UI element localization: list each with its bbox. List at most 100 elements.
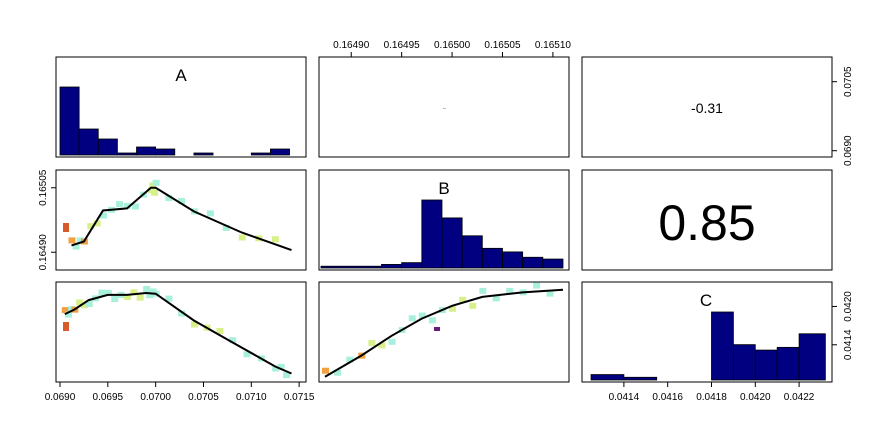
histogram-bar-B bbox=[441, 217, 463, 269]
density-cell bbox=[80, 302, 88, 309]
density-cell bbox=[434, 327, 440, 331]
density-cell bbox=[76, 299, 84, 306]
density-cell bbox=[85, 301, 93, 308]
density-cell bbox=[428, 317, 436, 324]
density-cell bbox=[378, 342, 386, 349]
tick-label: 0.0420 bbox=[740, 392, 771, 403]
histogram-bar-A bbox=[78, 128, 99, 156]
density-cell bbox=[277, 363, 285, 370]
tick-label: 0.0418 bbox=[696, 392, 727, 403]
density-cell bbox=[146, 292, 154, 299]
histogram-bar-B bbox=[381, 264, 403, 269]
tick-label: 0.16490 bbox=[333, 40, 370, 51]
density-cell bbox=[123, 202, 131, 209]
tick-label: 0.0690 bbox=[843, 135, 854, 166]
density-cell bbox=[76, 237, 84, 244]
tick-label: 0.0700 bbox=[140, 392, 171, 403]
tick-label: 0.0705 bbox=[188, 392, 219, 403]
histogram-bar-B bbox=[481, 247, 503, 269]
density-cell bbox=[368, 340, 376, 347]
density-cell bbox=[63, 223, 69, 232]
histogram-bar-B bbox=[522, 256, 544, 269]
density-cell bbox=[546, 290, 554, 297]
density-cell bbox=[272, 365, 280, 372]
smoother-lines bbox=[64, 186, 564, 378]
density-cell bbox=[111, 295, 119, 302]
tick-label: 0.0416 bbox=[652, 392, 683, 403]
panel-frame-A-A bbox=[55, 56, 307, 158]
density-cell bbox=[165, 195, 173, 202]
tick-label: 0.0715 bbox=[284, 392, 315, 403]
histogram-bar-A bbox=[116, 152, 137, 156]
density-cell bbox=[229, 337, 237, 344]
density-cell bbox=[178, 310, 186, 317]
density-cell bbox=[469, 302, 477, 309]
density-cell bbox=[152, 179, 160, 186]
histogram-bar-B bbox=[502, 251, 524, 269]
density-cell bbox=[123, 293, 131, 300]
panel-frame-B-C bbox=[581, 169, 833, 271]
density-cell bbox=[104, 289, 112, 296]
tick-label: 0.16495 bbox=[384, 40, 421, 51]
density-cell bbox=[334, 369, 342, 376]
histogram-bar-C bbox=[798, 333, 826, 381]
histogram-bar-B bbox=[320, 265, 382, 269]
density-cell bbox=[283, 372, 291, 379]
density-cell bbox=[449, 305, 457, 312]
density-cell bbox=[143, 286, 151, 293]
density-cell bbox=[115, 201, 123, 208]
histogram-bar-B bbox=[542, 258, 564, 269]
density-cell bbox=[222, 224, 230, 231]
smoother-line-B_vs_A bbox=[71, 186, 292, 252]
density-cell bbox=[216, 327, 224, 334]
histogram-bar-C bbox=[732, 344, 756, 381]
var-label-C: C bbox=[700, 291, 712, 310]
density-cell bbox=[178, 198, 186, 205]
tick-label: 0.0420 bbox=[843, 291, 854, 322]
density-cell bbox=[346, 356, 354, 363]
histogram-bar-B bbox=[461, 235, 483, 269]
tick-label: 0.0705 bbox=[843, 66, 854, 97]
density-cell bbox=[206, 210, 214, 217]
panel-frame-A-B bbox=[318, 56, 570, 158]
density-cell bbox=[72, 243, 80, 250]
axes: 0.0690 0.0695 0.0700 0.0705 0.0710 0.0715 0.16… bbox=[38, 40, 854, 403]
correlation-a-c: -0.31 bbox=[691, 100, 723, 116]
histogram-bar-A bbox=[136, 146, 157, 156]
density-cell bbox=[443, 108, 446, 109]
histogram-bar-A bbox=[59, 86, 80, 156]
density-cell bbox=[61, 307, 69, 314]
histogram-bar-C bbox=[754, 349, 778, 381]
tick-label: 0.0695 bbox=[93, 392, 124, 403]
histogram-bar-A bbox=[193, 152, 214, 156]
histogram-bar-C bbox=[590, 374, 625, 381]
histogram-bar-B bbox=[401, 262, 423, 269]
density-cell bbox=[93, 220, 101, 227]
density-cell bbox=[98, 289, 106, 296]
density-cell bbox=[238, 234, 246, 241]
density-cell bbox=[190, 321, 198, 328]
density-cell bbox=[151, 189, 159, 196]
density-cell bbox=[63, 322, 69, 331]
density-cell bbox=[271, 236, 279, 243]
histogram-bar-A bbox=[97, 138, 118, 156]
tick-label: 0.16505 bbox=[484, 40, 521, 51]
tick-label: 0.0710 bbox=[236, 392, 267, 403]
histogram-bar-A bbox=[270, 148, 290, 156]
density-cell bbox=[87, 223, 95, 230]
density-cell bbox=[418, 312, 426, 319]
histogram-bar-A bbox=[250, 152, 271, 156]
density-cell bbox=[459, 296, 467, 303]
density-cell bbox=[479, 287, 487, 294]
tick-label: 0.16505 bbox=[38, 169, 49, 206]
density-cell bbox=[100, 212, 108, 219]
tick-label: 0.0414 bbox=[843, 329, 854, 360]
density-cell bbox=[408, 315, 416, 322]
var-label-A: A bbox=[175, 66, 187, 85]
density-cell bbox=[388, 338, 396, 345]
panel-frame-C-B bbox=[318, 281, 570, 383]
histogram-bar-A bbox=[155, 148, 176, 156]
tick-label: 0.16490 bbox=[38, 234, 49, 271]
smoother-line-C_vs_B bbox=[324, 288, 564, 378]
